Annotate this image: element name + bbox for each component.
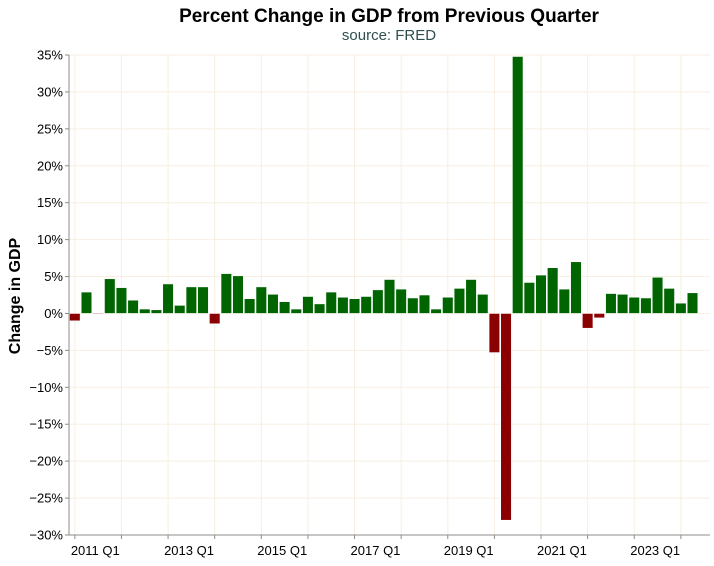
bar-2023-q3 [651, 276, 664, 314]
bar-2024-q2 [686, 292, 699, 314]
bar-layer [69, 56, 699, 521]
bar-2023-q4 [663, 288, 675, 314]
bar-2017-q1 [348, 298, 361, 314]
y-tick-label: 5% [44, 269, 63, 284]
y-tick-label: 25% [37, 121, 63, 136]
bar-2022-q4 [616, 293, 629, 314]
bar-2015-q3 [278, 301, 291, 314]
bar-2021-q2 [547, 267, 559, 314]
y-tick-label: −20% [29, 454, 63, 469]
bar-2023-q1 [628, 296, 640, 314]
bar-2015-q2 [267, 293, 279, 314]
bar-2022-q3 [605, 293, 617, 314]
bar-2014-q4 [244, 298, 256, 314]
bar-2018-q1 [395, 288, 407, 314]
bar-2017-q3 [372, 289, 384, 314]
bar-2016-q4 [337, 296, 349, 314]
y-tick-label: 30% [37, 84, 63, 99]
bar-2019-q2 [453, 288, 466, 314]
bar-2016-q3 [325, 291, 337, 314]
bar-2016-q2 [313, 303, 326, 314]
bar-2017-q2 [360, 296, 372, 314]
y-tick-label: 0% [44, 306, 63, 321]
bar-2021-q1 [535, 274, 547, 314]
chart-subtitle: source: FRED [342, 27, 436, 44]
bar-2012-q3 [139, 308, 151, 314]
bar-2012-q4 [150, 309, 163, 314]
bar-2019-q4 [477, 293, 489, 314]
bar-2022-q1 [581, 313, 594, 329]
bar-2012-q1 [115, 287, 128, 314]
axis-layer: 35% 30% 25% 20% 15% 10% 5% 0% −5% −10% −15% −20% −25… [29, 48, 710, 558]
bar-2020-q3 [512, 56, 524, 314]
bar-2011-q3 [92, 313, 104, 315]
bar-2011-q4 [104, 278, 116, 314]
x-tick-label: 2011 Q1 [71, 543, 120, 558]
bar-2018-q2 [407, 297, 419, 314]
bar-2019-q3 [465, 279, 477, 314]
y-tick-label: 10% [37, 232, 63, 247]
y-tick-label: 15% [37, 195, 63, 210]
x-tick-label: 2019 Q1 [444, 543, 494, 558]
x-tick-label: 2017 Q1 [351, 543, 401, 558]
bar-2021-q4 [570, 261, 582, 314]
bar-2020-q1 [488, 313, 501, 353]
bar-2013-q1 [162, 283, 174, 314]
y-axis-label: Change in GDP [7, 237, 24, 354]
bar-2012-q2 [127, 299, 139, 314]
y-tick-label: 35% [37, 48, 63, 63]
y-tick-label: −10% [29, 380, 63, 395]
bar-2014-q1 [209, 313, 221, 325]
bar-2013-q2 [174, 305, 186, 314]
bar-2019-q1 [442, 296, 454, 314]
bar-2020-q4 [523, 282, 535, 314]
x-tick-label: 2023 Q1 [630, 543, 680, 558]
bar-2013-q4 [197, 286, 209, 314]
bar-2016-q1 [302, 296, 314, 314]
bar-2021-q3 [558, 288, 570, 314]
y-tick-label: −15% [29, 417, 63, 432]
bar-2020-q2 [500, 313, 512, 521]
x-tick-label: 2015 Q1 [257, 543, 307, 558]
y-tick-label: 20% [37, 158, 63, 173]
bar-2014-q2 [220, 273, 232, 314]
bar-2011-q2 [80, 291, 93, 314]
bar-2015-q1 [255, 286, 267, 314]
bar-2015-q4 [290, 308, 302, 314]
x-tick-label: 2013 Q1 [164, 543, 214, 558]
bar-2013-q3 [185, 286, 198, 314]
y-tick-label: −30% [29, 528, 63, 543]
bar-2014-q3 [232, 275, 244, 314]
bar-2022-q2 [593, 313, 605, 319]
bar-2018-q4 [430, 308, 442, 314]
bar-2023-q2 [640, 297, 652, 314]
x-tick-label: 2021 Q1 [537, 543, 587, 558]
chart-title: Percent Change in GDP from Previous Quar… [179, 6, 599, 27]
y-tick-label: −5% [37, 343, 64, 358]
bar-2024-q1 [675, 302, 687, 314]
bar-2017-q4 [383, 279, 396, 314]
y-tick-label: −25% [29, 491, 63, 506]
bar-2018-q3 [418, 294, 431, 314]
bar-2011-q1 [69, 313, 81, 322]
